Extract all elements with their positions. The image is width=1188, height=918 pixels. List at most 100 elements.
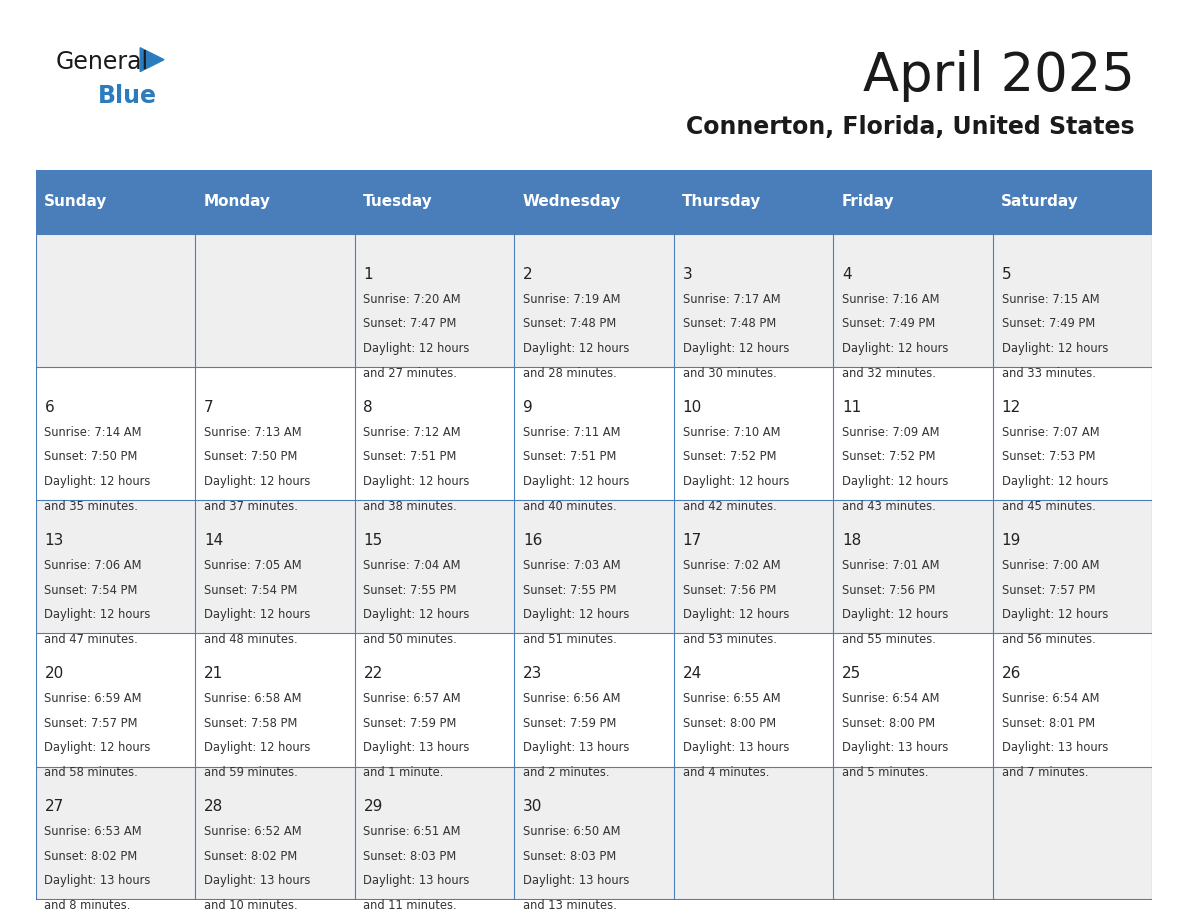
Text: Daylight: 12 hours: Daylight: 12 hours bbox=[523, 342, 630, 355]
Text: and 55 minutes.: and 55 minutes. bbox=[842, 633, 936, 646]
Text: 8: 8 bbox=[364, 400, 373, 415]
Text: Sunset: 7:52 PM: Sunset: 7:52 PM bbox=[842, 451, 936, 464]
Text: Sunset: 8:02 PM: Sunset: 8:02 PM bbox=[204, 850, 297, 863]
Text: Sunrise: 7:11 AM: Sunrise: 7:11 AM bbox=[523, 426, 620, 439]
Text: and 10 minutes.: and 10 minutes. bbox=[204, 899, 297, 912]
Text: Sunrise: 6:58 AM: Sunrise: 6:58 AM bbox=[204, 692, 302, 705]
Text: Daylight: 12 hours: Daylight: 12 hours bbox=[683, 476, 789, 488]
Text: Sunset: 7:50 PM: Sunset: 7:50 PM bbox=[44, 451, 138, 464]
Text: Sunrise: 7:20 AM: Sunrise: 7:20 AM bbox=[364, 293, 461, 306]
Text: Daylight: 12 hours: Daylight: 12 hours bbox=[683, 342, 789, 355]
Text: Sunrise: 7:12 AM: Sunrise: 7:12 AM bbox=[364, 426, 461, 439]
Text: and 42 minutes.: and 42 minutes. bbox=[683, 499, 776, 513]
Text: Sunset: 7:55 PM: Sunset: 7:55 PM bbox=[523, 584, 617, 597]
Text: and 11 minutes.: and 11 minutes. bbox=[364, 899, 457, 912]
Bar bbox=[993, 170, 1152, 234]
Text: Daylight: 12 hours: Daylight: 12 hours bbox=[1001, 476, 1108, 488]
Text: Sunset: 7:54 PM: Sunset: 7:54 PM bbox=[204, 584, 297, 597]
Text: Sunrise: 6:57 AM: Sunrise: 6:57 AM bbox=[364, 692, 461, 705]
Text: and 47 minutes.: and 47 minutes. bbox=[44, 633, 138, 646]
Text: Sunday: Sunday bbox=[44, 195, 107, 209]
Text: Sunrise: 6:59 AM: Sunrise: 6:59 AM bbox=[44, 692, 141, 705]
Text: Daylight: 12 hours: Daylight: 12 hours bbox=[842, 476, 948, 488]
Text: and 59 minutes.: and 59 minutes. bbox=[204, 766, 298, 779]
Text: Sunrise: 6:51 AM: Sunrise: 6:51 AM bbox=[364, 825, 461, 838]
Text: Daylight: 13 hours: Daylight: 13 hours bbox=[364, 875, 469, 888]
Text: Sunset: 7:49 PM: Sunset: 7:49 PM bbox=[842, 318, 935, 330]
Text: Sunrise: 7:04 AM: Sunrise: 7:04 AM bbox=[364, 559, 461, 572]
Text: Sunset: 8:02 PM: Sunset: 8:02 PM bbox=[44, 850, 138, 863]
Text: Monday: Monday bbox=[203, 195, 270, 209]
Text: and 4 minutes.: and 4 minutes. bbox=[683, 766, 769, 779]
Text: 1: 1 bbox=[364, 267, 373, 282]
Text: and 58 minutes.: and 58 minutes. bbox=[44, 766, 138, 779]
Text: and 38 minutes.: and 38 minutes. bbox=[364, 499, 457, 513]
Text: and 2 minutes.: and 2 minutes. bbox=[523, 766, 609, 779]
Text: Daylight: 12 hours: Daylight: 12 hours bbox=[44, 742, 151, 755]
Text: and 8 minutes.: and 8 minutes. bbox=[44, 899, 131, 912]
Text: Sunset: 7:48 PM: Sunset: 7:48 PM bbox=[683, 318, 776, 330]
Text: Daylight: 12 hours: Daylight: 12 hours bbox=[364, 476, 469, 488]
Bar bbox=[36, 234, 1152, 367]
Text: Sunrise: 6:50 AM: Sunrise: 6:50 AM bbox=[523, 825, 620, 838]
Text: 12: 12 bbox=[1001, 400, 1020, 415]
Text: Daylight: 12 hours: Daylight: 12 hours bbox=[44, 609, 151, 621]
Bar bbox=[355, 170, 514, 234]
Text: Connerton, Florida, United States: Connerton, Florida, United States bbox=[685, 115, 1135, 139]
Bar bbox=[36, 170, 195, 234]
Text: Sunset: 7:57 PM: Sunset: 7:57 PM bbox=[44, 717, 138, 730]
Text: Sunset: 7:53 PM: Sunset: 7:53 PM bbox=[1001, 451, 1095, 464]
Text: Daylight: 12 hours: Daylight: 12 hours bbox=[364, 609, 469, 621]
Text: Daylight: 12 hours: Daylight: 12 hours bbox=[523, 476, 630, 488]
Text: Sunrise: 7:13 AM: Sunrise: 7:13 AM bbox=[204, 426, 302, 439]
Text: and 30 minutes.: and 30 minutes. bbox=[683, 366, 776, 380]
Text: Daylight: 12 hours: Daylight: 12 hours bbox=[204, 476, 310, 488]
Text: Sunset: 8:00 PM: Sunset: 8:00 PM bbox=[842, 717, 935, 730]
Text: Sunrise: 6:55 AM: Sunrise: 6:55 AM bbox=[683, 692, 781, 705]
Text: Blue: Blue bbox=[97, 84, 157, 108]
Text: Daylight: 12 hours: Daylight: 12 hours bbox=[1001, 342, 1108, 355]
Text: Sunrise: 6:54 AM: Sunrise: 6:54 AM bbox=[1001, 692, 1099, 705]
Text: and 1 minute.: and 1 minute. bbox=[364, 766, 444, 779]
Text: 13: 13 bbox=[44, 533, 64, 548]
Text: Sunrise: 6:53 AM: Sunrise: 6:53 AM bbox=[44, 825, 143, 838]
Text: Sunset: 8:00 PM: Sunset: 8:00 PM bbox=[683, 717, 776, 730]
Text: Sunset: 8:03 PM: Sunset: 8:03 PM bbox=[523, 850, 617, 863]
Text: Sunset: 8:01 PM: Sunset: 8:01 PM bbox=[1001, 717, 1094, 730]
Text: 30: 30 bbox=[523, 800, 543, 814]
Bar bbox=[36, 500, 1152, 633]
Text: and 40 minutes.: and 40 minutes. bbox=[523, 499, 617, 513]
Text: 28: 28 bbox=[204, 800, 223, 814]
Text: Daylight: 12 hours: Daylight: 12 hours bbox=[842, 342, 948, 355]
Text: and 45 minutes.: and 45 minutes. bbox=[1001, 499, 1095, 513]
Text: 18: 18 bbox=[842, 533, 861, 548]
Bar bbox=[833, 170, 993, 234]
Text: 2: 2 bbox=[523, 267, 532, 282]
Text: 4: 4 bbox=[842, 267, 852, 282]
Text: Daylight: 12 hours: Daylight: 12 hours bbox=[842, 609, 948, 621]
Text: and 28 minutes.: and 28 minutes. bbox=[523, 366, 617, 380]
Text: Sunset: 7:47 PM: Sunset: 7:47 PM bbox=[364, 318, 457, 330]
Text: and 53 minutes.: and 53 minutes. bbox=[683, 633, 777, 646]
Bar bbox=[674, 170, 833, 234]
Text: and 48 minutes.: and 48 minutes. bbox=[204, 633, 297, 646]
Text: Daylight: 12 hours: Daylight: 12 hours bbox=[1001, 609, 1108, 621]
Text: and 7 minutes.: and 7 minutes. bbox=[1001, 766, 1088, 779]
Text: 21: 21 bbox=[204, 666, 223, 681]
Text: and 43 minutes.: and 43 minutes. bbox=[842, 499, 936, 513]
Text: Daylight: 13 hours: Daylight: 13 hours bbox=[523, 875, 630, 888]
Text: Sunset: 7:52 PM: Sunset: 7:52 PM bbox=[683, 451, 776, 464]
Text: and 51 minutes.: and 51 minutes. bbox=[523, 633, 617, 646]
Text: Sunset: 7:49 PM: Sunset: 7:49 PM bbox=[1001, 318, 1095, 330]
Text: Sunset: 7:59 PM: Sunset: 7:59 PM bbox=[523, 717, 617, 730]
Text: Daylight: 13 hours: Daylight: 13 hours bbox=[1001, 742, 1108, 755]
Text: Sunset: 7:57 PM: Sunset: 7:57 PM bbox=[1001, 584, 1095, 597]
Text: 5: 5 bbox=[1001, 267, 1011, 282]
Text: Daylight: 13 hours: Daylight: 13 hours bbox=[523, 742, 630, 755]
Text: Daylight: 12 hours: Daylight: 12 hours bbox=[683, 609, 789, 621]
Text: Sunrise: 7:19 AM: Sunrise: 7:19 AM bbox=[523, 293, 620, 306]
Text: Sunrise: 7:00 AM: Sunrise: 7:00 AM bbox=[1001, 559, 1099, 572]
Text: and 35 minutes.: and 35 minutes. bbox=[44, 499, 138, 513]
Text: General: General bbox=[56, 50, 148, 74]
Text: Sunset: 7:58 PM: Sunset: 7:58 PM bbox=[204, 717, 297, 730]
